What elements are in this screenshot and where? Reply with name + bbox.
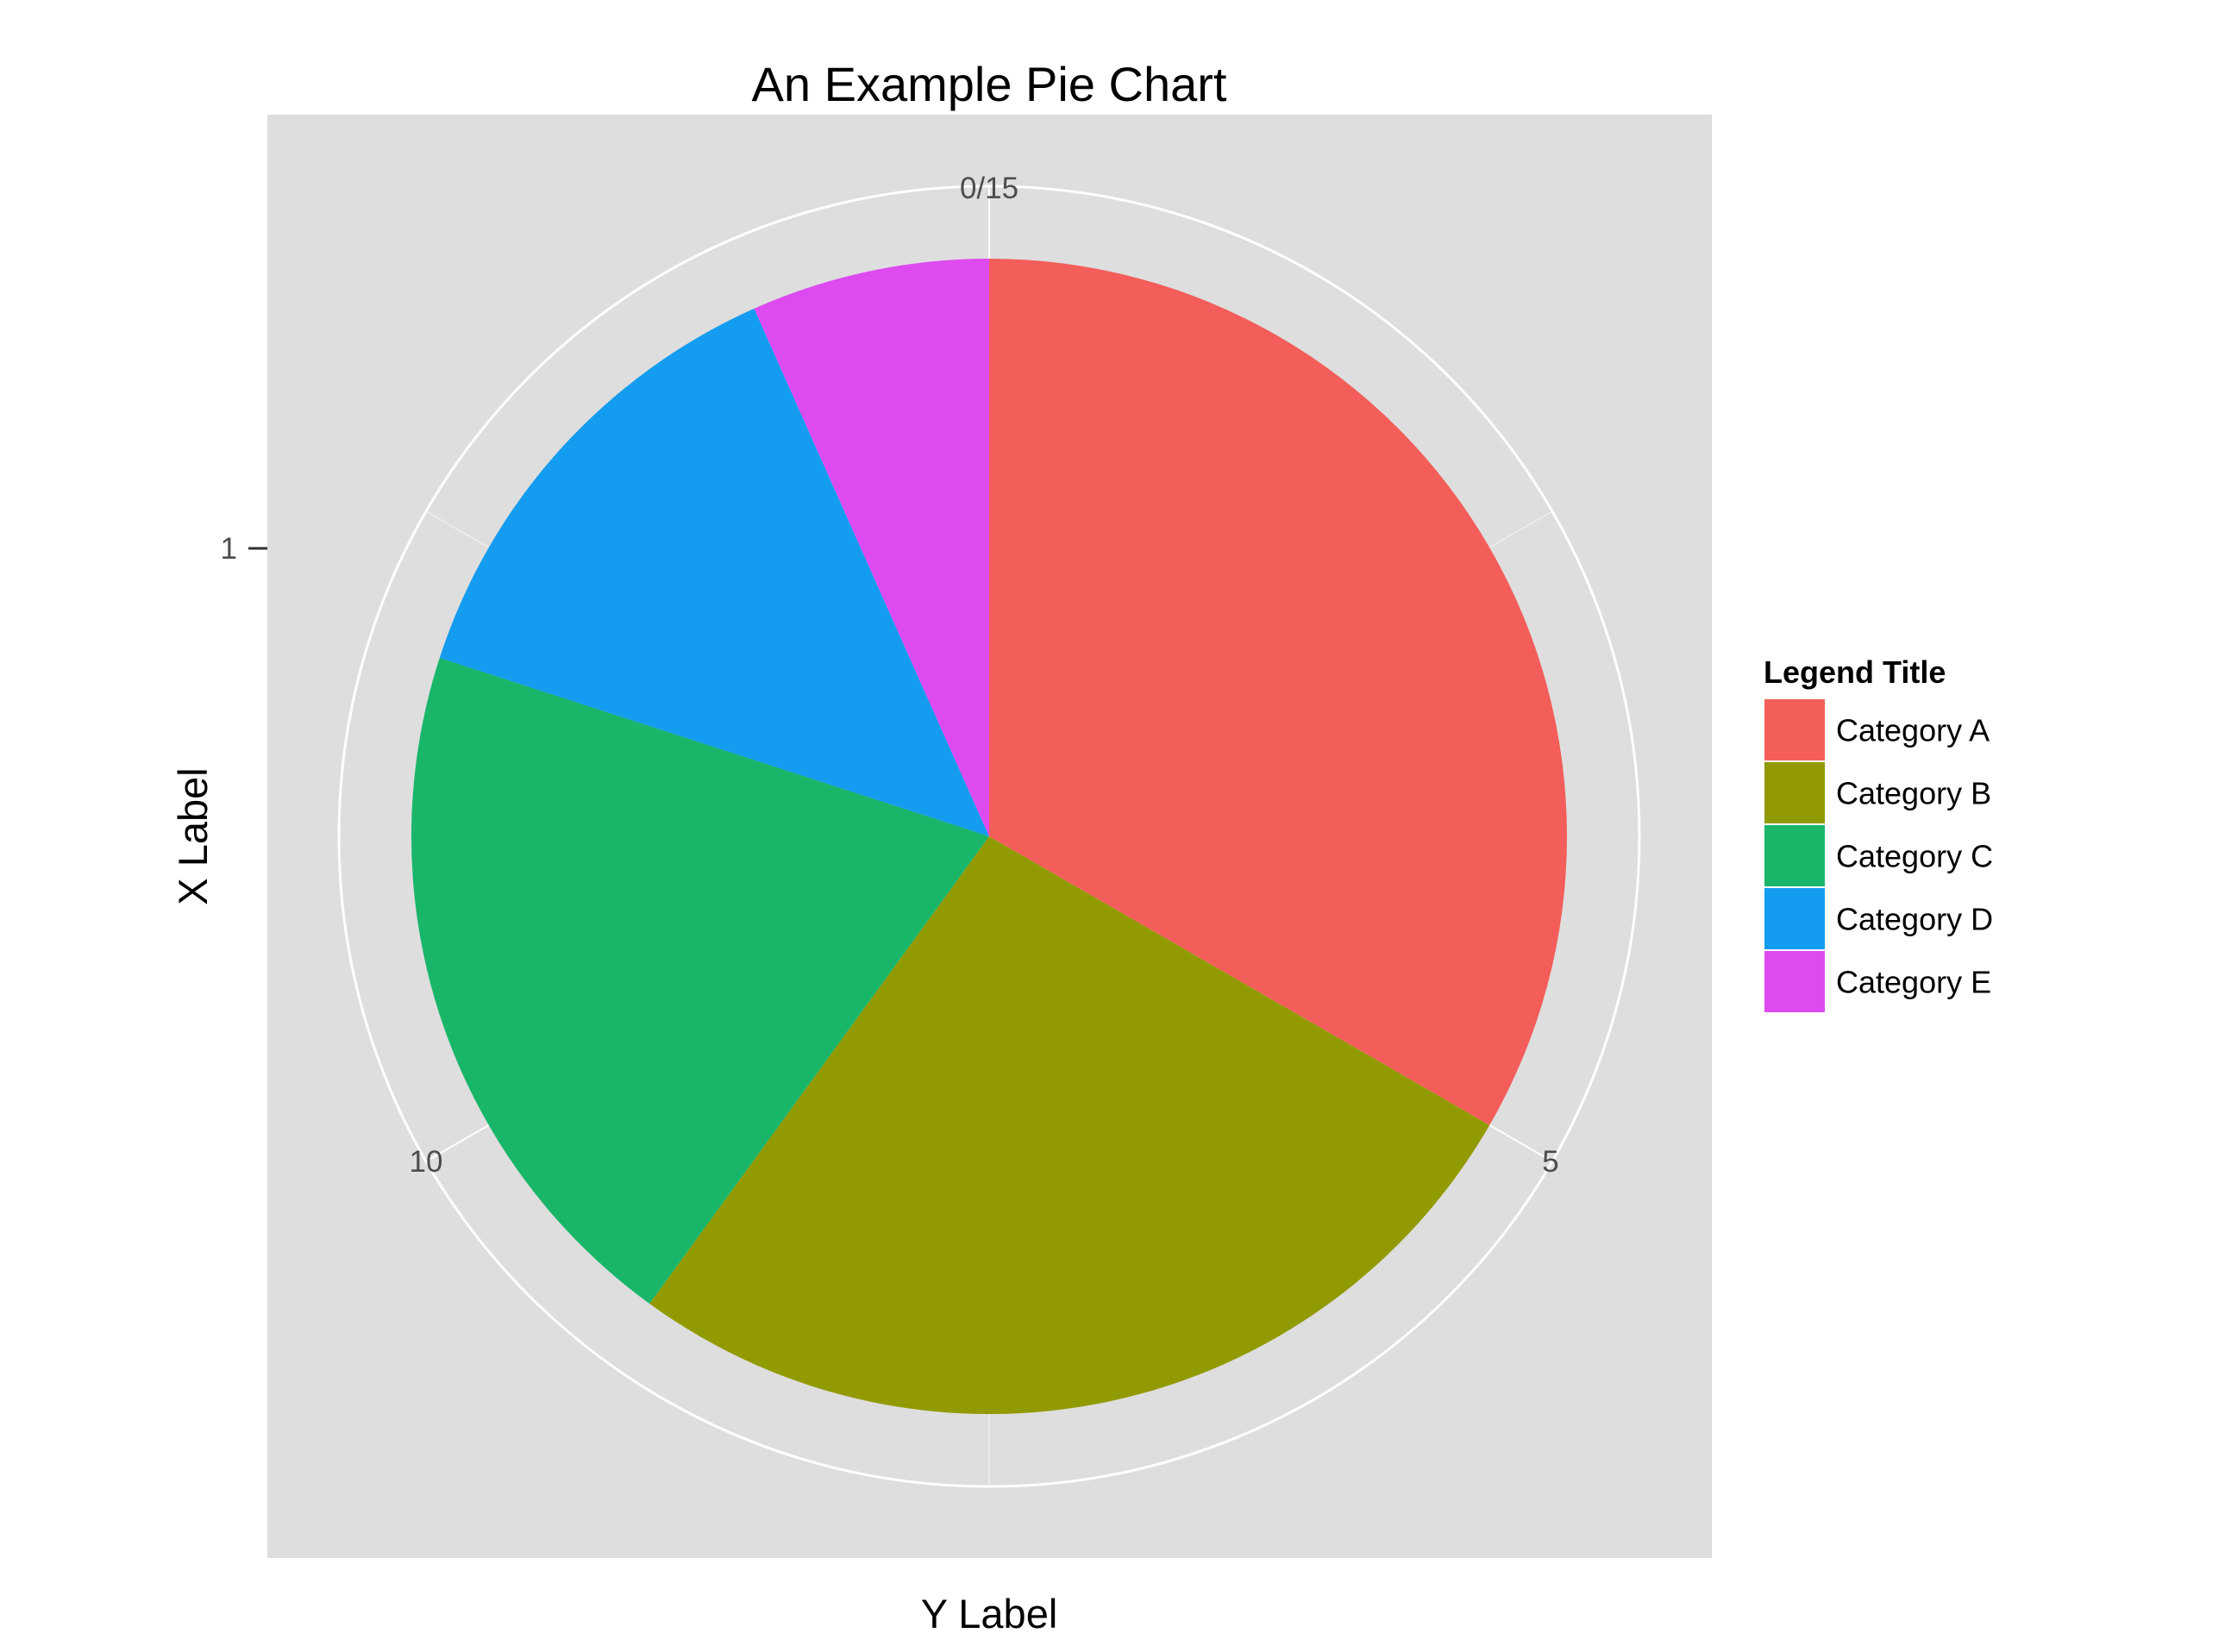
- x-axis-title: Y Label: [921, 1591, 1058, 1636]
- angular-tick-label-0: 0/15: [960, 172, 1018, 205]
- y-axis-title: X Label: [170, 767, 216, 904]
- pie-slice-category-b: [649, 836, 1490, 1414]
- angular-tick-label-10: 10: [410, 1145, 443, 1179]
- legend: Legend Title Category A Category B Categor…: [1763, 654, 1993, 1014]
- legend-label: Category C: [1836, 839, 1993, 874]
- chart-title: An Example Pie Chart: [752, 57, 1227, 111]
- pie-slices: [411, 259, 1567, 1414]
- legend-key-category-a: [1763, 698, 1827, 762]
- pie-slice-category-d: [439, 308, 990, 836]
- angular-tick-label-5: 5: [1542, 1145, 1558, 1179]
- legend-label: Category D: [1836, 902, 1993, 937]
- legend-key-category-b: [1763, 760, 1827, 825]
- pie-slice-category-e: [754, 259, 989, 836]
- legend-key-category-d: [1763, 886, 1827, 951]
- legend-key-category-e: [1763, 949, 1827, 1014]
- legend-label: Category A: [1836, 713, 1990, 748]
- x-axis-tick-label: 1: [221, 532, 237, 566]
- legend-key-category-c: [1763, 823, 1827, 888]
- legend-label: Category B: [1836, 776, 1991, 811]
- pie-slice-category-c: [411, 657, 990, 1305]
- pie-slice-category-a: [989, 259, 1567, 1125]
- legend-title: Legend Title: [1764, 654, 1946, 690]
- legend-label: Category E: [1836, 965, 1991, 1000]
